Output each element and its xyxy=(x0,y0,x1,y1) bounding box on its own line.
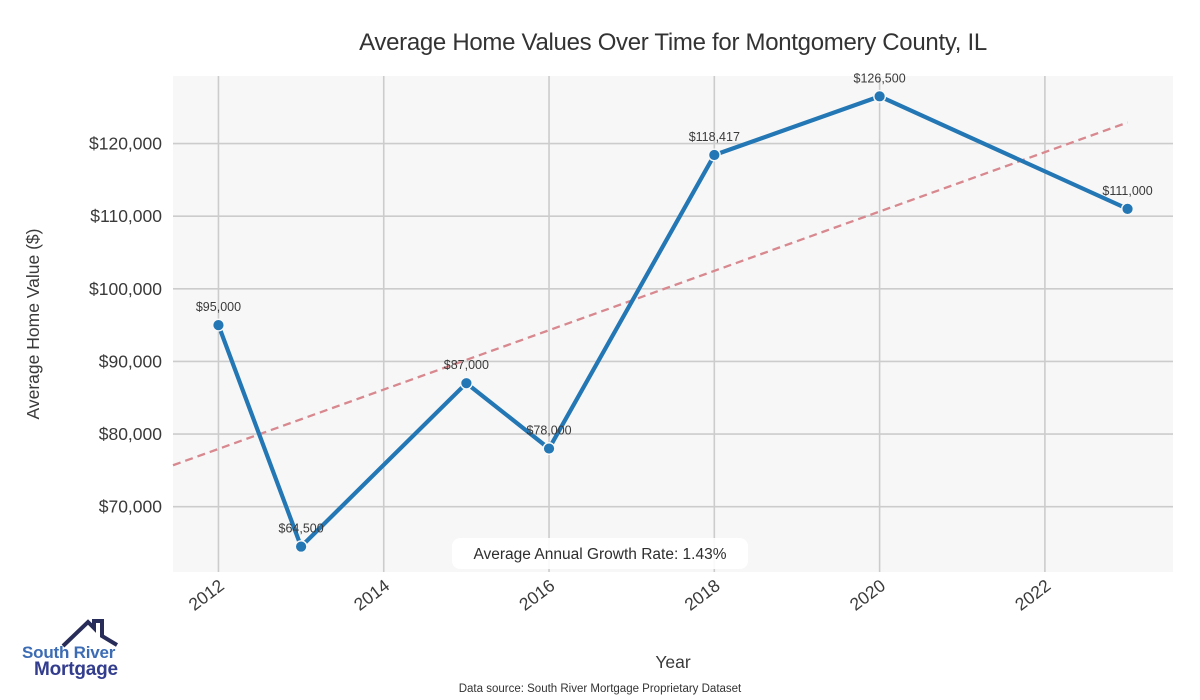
y-tick-label: $90,000 xyxy=(99,351,163,371)
data-point-label: $118,417 xyxy=(689,130,740,144)
chart-title: Average Home Values Over Time for Montgo… xyxy=(359,29,987,56)
trend-dashed-line xyxy=(172,121,1128,467)
x-axis-title: Year xyxy=(655,652,691,672)
y-tick-label: $70,000 xyxy=(99,497,163,517)
house-roof-icon xyxy=(61,619,119,648)
annotation-label: Average Annual Growth Rate: 1.43% xyxy=(473,546,726,563)
data-point xyxy=(542,442,556,456)
trend-line xyxy=(172,121,1128,467)
y-tick-label: $110,000 xyxy=(90,206,162,226)
data-point-label: $111,000 xyxy=(1102,184,1152,198)
y-tick-labels: $70,000 $80,000 $90,000 $100,000 $110,000 $12… xyxy=(89,134,162,517)
data-point xyxy=(294,540,308,554)
y-tick-label: $100,000 xyxy=(89,279,162,299)
logo-text-line2: Mortgage xyxy=(34,659,118,680)
x-tick-label: 2020 xyxy=(846,575,889,615)
x-tick-labels: 2012 2014 2016 2018 2020 2022 xyxy=(185,575,1055,615)
data-point-label: $95,000 xyxy=(196,300,241,314)
y-tick-label: $120,000 xyxy=(89,134,162,154)
logo-text-line1: South River xyxy=(22,643,116,662)
plot-area xyxy=(173,76,1173,572)
x-tick-label: 2016 xyxy=(515,575,558,614)
data-point-label: $126,500 xyxy=(854,71,906,85)
data-point xyxy=(459,376,473,390)
data-point-label: $64,500 xyxy=(279,522,324,536)
y-axis-title: Average Home Value ($) xyxy=(23,229,43,420)
growth-rate-annotation: Average Annual Growth Rate: 1.43% xyxy=(452,538,748,569)
data-point xyxy=(211,318,225,332)
y-tick-label: $80,000 xyxy=(99,424,163,444)
data-point-labels: $95,000 $64,500 $87,000 $78,000 $118,417 $126… xyxy=(196,71,1153,535)
data-point xyxy=(1121,202,1135,216)
data-source: Data source: South River Mortgage Propri… xyxy=(459,683,742,695)
x-tick-label: 2014 xyxy=(350,575,393,615)
x-tick-label: 2018 xyxy=(681,575,724,614)
x-tick-label: 2022 xyxy=(1011,575,1054,614)
data-point xyxy=(707,148,721,162)
data-point-label: $87,000 xyxy=(444,358,489,372)
data-point xyxy=(873,89,887,103)
annotation-box xyxy=(452,538,748,569)
south-river-mortgage-logo: South River Mortgage xyxy=(20,616,150,686)
data-point-label: $78,000 xyxy=(526,424,571,438)
data-series xyxy=(211,89,1135,554)
x-tick-label: 2012 xyxy=(185,575,228,614)
